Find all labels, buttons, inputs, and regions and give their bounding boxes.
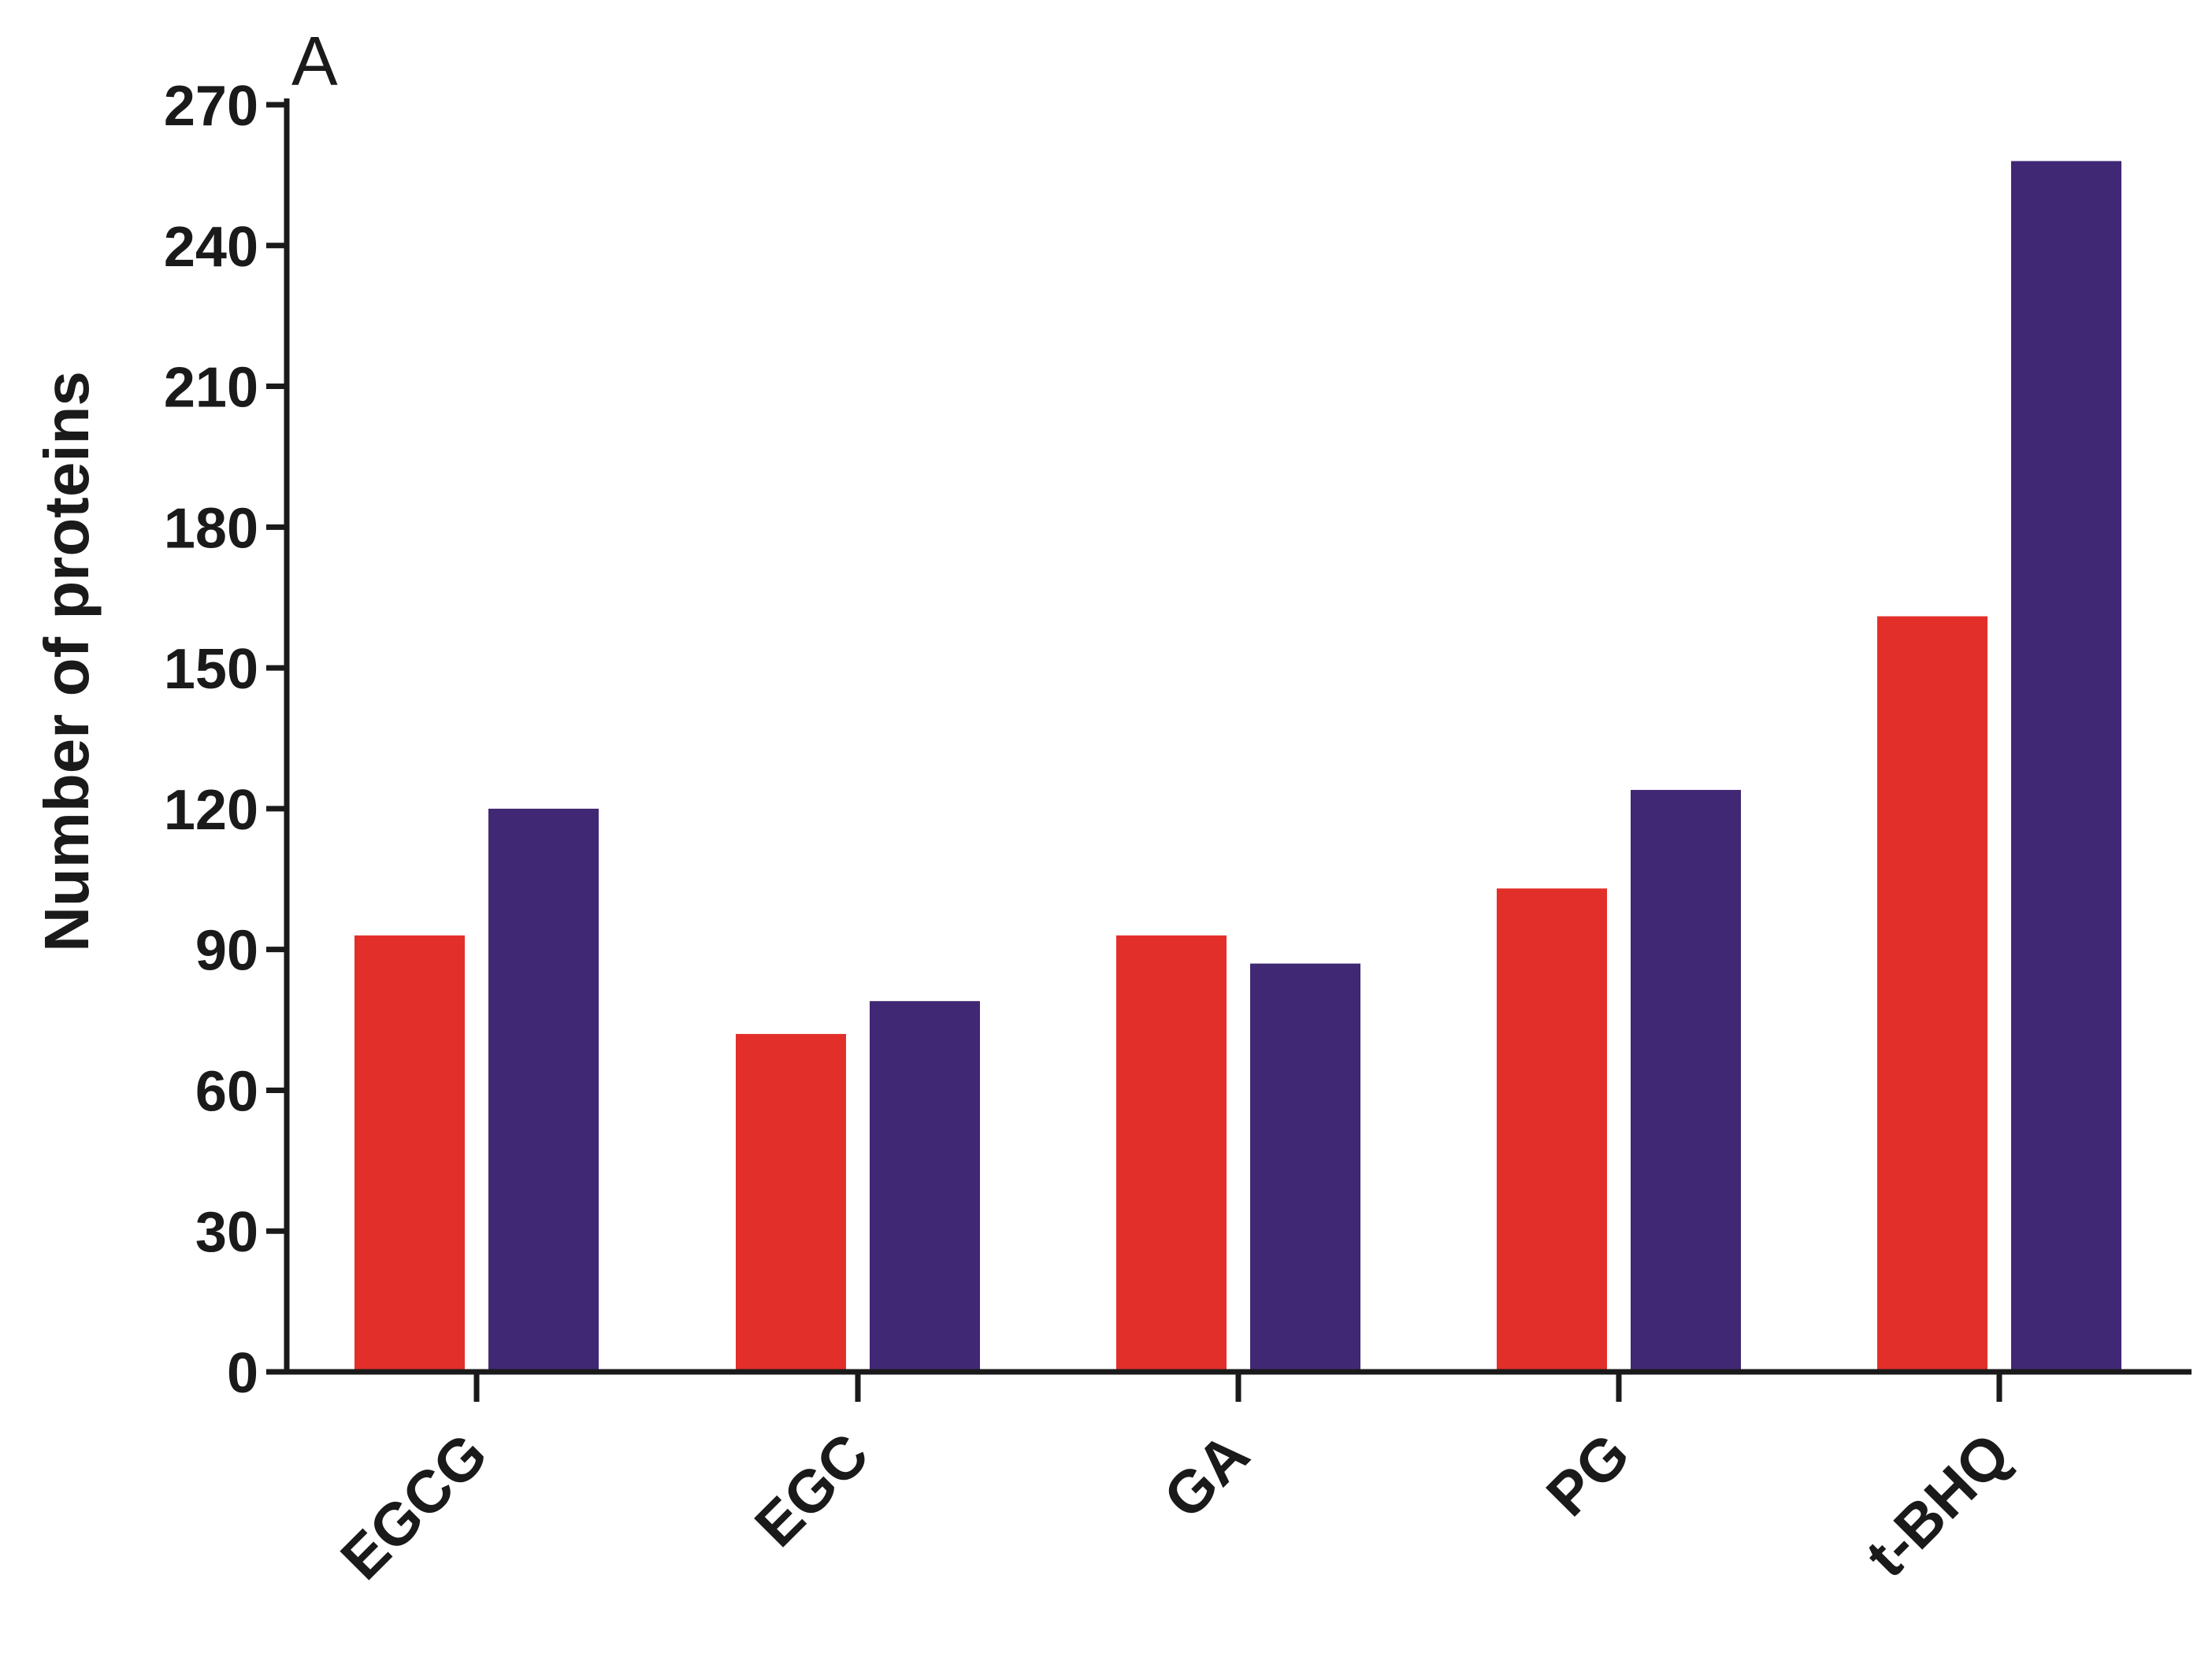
- bar-egcg-series-2: [488, 808, 599, 1372]
- bar-pg-series-1: [1497, 888, 1607, 1372]
- bar-ga-series-2: [1250, 963, 1360, 1372]
- y-tick-label-30: 30: [195, 1201, 258, 1264]
- x-tick-label-pg: PG: [1534, 1421, 1642, 1529]
- bar-t-bhq-series-1: [1877, 616, 1987, 1372]
- y-tick-label-150: 150: [164, 638, 258, 701]
- x-tick-label-ga: GA: [1151, 1421, 1262, 1532]
- bars-layer: [354, 161, 2121, 1372]
- y-tick-label-90: 90: [195, 920, 258, 983]
- y-tick-label-270: 270: [164, 75, 258, 138]
- x-tick-label-t-bhq: t-BHQ: [1854, 1421, 2023, 1590]
- y-tick-label-60: 60: [195, 1060, 258, 1123]
- y-tick-label-120: 120: [164, 779, 258, 842]
- bar-t-bhq-series-2: [2011, 161, 2121, 1372]
- bar-ga-series-1: [1116, 935, 1227, 1372]
- bar-pg-series-2: [1631, 790, 1741, 1372]
- bar-egc-series-2: [870, 1001, 980, 1372]
- y-tick-label-240: 240: [164, 216, 258, 279]
- y-tick-label-210: 210: [164, 357, 258, 420]
- y-tick-label-180: 180: [164, 497, 258, 560]
- x-tick-label-egc: EGC: [742, 1421, 881, 1560]
- y-tick-label-0: 0: [227, 1342, 258, 1405]
- panel-label: A: [291, 22, 338, 100]
- bar-egc-series-1: [736, 1033, 846, 1372]
- bar-egcg-series-1: [354, 935, 465, 1372]
- x-tick-label-egcg: EGCG: [328, 1421, 500, 1592]
- y-axis-title: Number of proteins: [32, 371, 102, 952]
